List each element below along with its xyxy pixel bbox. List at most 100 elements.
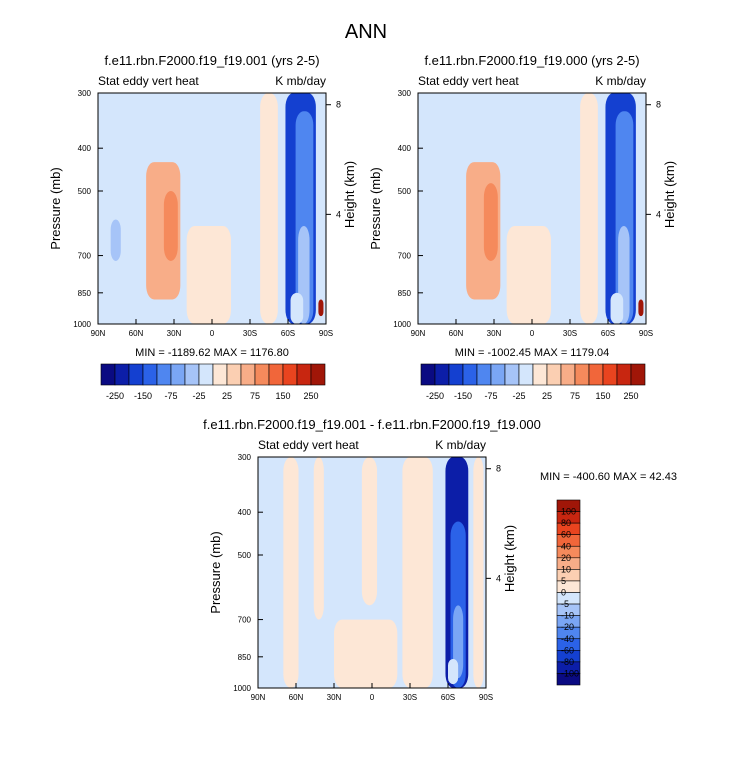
- y-axis-label: Pressure (mb): [208, 531, 223, 613]
- colorbar-swatch: [630, 363, 646, 386]
- colorbar-label: 250: [623, 391, 638, 401]
- y-tick-label: 700: [238, 616, 252, 625]
- colorbar-label: 150: [275, 391, 290, 401]
- field-contour-region: [163, 191, 178, 261]
- colorbar-swatch: [282, 363, 298, 386]
- panel-1: f.e11.rbn.F2000.f19_f19.001 (yrs 2-5) Sta…: [48, 53, 357, 401]
- colorbar-swatch: [184, 363, 200, 386]
- panel-2: f.e11.rbn.F2000.f19_f19.000 (yrs 2-5) Sta…: [368, 53, 677, 401]
- y-tick-label: 400: [238, 508, 252, 517]
- colorbar-swatch: [546, 363, 562, 386]
- field-contour-region: [260, 93, 278, 324]
- colorbar-label: -40: [561, 634, 574, 644]
- x-tick-label: 90S: [479, 693, 493, 702]
- y-tick-label: 500: [398, 187, 412, 196]
- y-tick-label: 1000: [233, 684, 251, 693]
- x-tick-label: 30N: [327, 693, 342, 702]
- colorbar-swatch: [128, 363, 144, 386]
- field-contour-region: [283, 457, 299, 688]
- panel-title: f.e11.rbn.F2000.f19_f19.000 (yrs 2-5): [424, 53, 639, 68]
- colorbar-swatch: [462, 363, 478, 386]
- x-tick-label: 30S: [403, 693, 417, 702]
- y-tick-label: 300: [78, 89, 92, 98]
- colorbar-swatch: [114, 363, 130, 386]
- colorbar-label: 10: [561, 564, 571, 574]
- colorbar-label: 150: [595, 391, 610, 401]
- field-contour-region: [473, 457, 484, 688]
- y-tick-label: 400: [398, 144, 412, 153]
- y-tick-label: 500: [78, 187, 92, 196]
- x-tick-label: 0: [210, 329, 215, 338]
- colorbar-label: -5: [561, 599, 569, 609]
- variable-label: Stat eddy vert heat: [258, 438, 359, 452]
- x-tick-label: 90N: [411, 329, 426, 338]
- colorbar-swatch: [100, 363, 116, 386]
- height-tick-label: 4: [656, 209, 661, 219]
- x-tick-label: 60N: [129, 329, 144, 338]
- field-features: [110, 93, 324, 324]
- colorbar-label: -25: [512, 391, 525, 401]
- x-tick-label: 30S: [563, 329, 577, 338]
- field-contour-region: [448, 659, 459, 685]
- y-tick-label: 1000: [393, 320, 411, 329]
- right-axis-label: Height (km): [502, 525, 517, 592]
- colorbar-label: -10: [561, 611, 574, 621]
- height-tick-label: 4: [336, 209, 341, 219]
- field-contour-region: [110, 219, 121, 261]
- colorbar-swatch: [448, 363, 464, 386]
- colorbar-swatch: [574, 363, 590, 386]
- field-contour-region: [186, 225, 231, 324]
- colorbar-swatch: [156, 363, 172, 386]
- colorbar-swatch: [602, 363, 618, 386]
- x-tick-label: 60N: [289, 693, 304, 702]
- colorbar-label: 75: [570, 391, 580, 401]
- y-tick-label: 850: [238, 653, 252, 662]
- y-axis-label: Pressure (mb): [368, 167, 383, 249]
- colorbar-swatch: [476, 363, 492, 386]
- colorbar-swatch: [420, 363, 436, 386]
- colorbar: -250 -150 -75 -25 25 75 150 250: [100, 363, 326, 401]
- colorbar-label: -100: [561, 668, 579, 678]
- y-tick-label: 300: [238, 453, 252, 462]
- field-contour-region: [290, 292, 304, 324]
- field-contour-region: [402, 457, 433, 688]
- colorbar-swatch: [268, 363, 284, 386]
- min-max-stats: MIN = -400.60 MAX = 42.43: [540, 471, 677, 483]
- colorbar-label: 5: [561, 576, 566, 586]
- colorbar-swatch: [212, 363, 228, 386]
- colorbar-label: -20: [561, 622, 574, 632]
- colorbar-label: -75: [484, 391, 497, 401]
- field-contour-region: [580, 93, 598, 324]
- colorbar-swatch: [240, 363, 256, 386]
- y-tick-label: 400: [78, 144, 92, 153]
- field-contour-region: [313, 457, 324, 620]
- min-max-stats: MIN = -1189.62 MAX = 1176.80: [135, 347, 289, 359]
- x-tick-label: 60S: [281, 329, 295, 338]
- colorbar-swatch: [588, 363, 604, 386]
- x-tick-label: 0: [530, 329, 535, 338]
- y-tick-label: 700: [78, 252, 92, 261]
- colorbar-label: 25: [222, 391, 232, 401]
- colorbar-swatch: [198, 363, 214, 386]
- x-tick-label: 90S: [319, 329, 333, 338]
- x-tick-label: 90N: [251, 693, 266, 702]
- field-features: [283, 457, 484, 688]
- colorbar-swatch: [532, 363, 548, 386]
- colorbar-label: 25: [542, 391, 552, 401]
- colorbar-label: -75: [164, 391, 177, 401]
- x-tick-label: 30N: [487, 329, 502, 338]
- x-tick-label: 0: [370, 693, 375, 702]
- colorbar-label: 60: [561, 530, 571, 540]
- colorbar-label: -150: [134, 391, 152, 401]
- height-tick-label: 8: [656, 100, 661, 110]
- x-tick-label: 90N: [91, 329, 106, 338]
- colorbar-label: -250: [106, 391, 124, 401]
- panel-diff: f.e11.rbn.F2000.f19_f19.001 - f.e11.rbn.…: [203, 417, 677, 702]
- field-contour-region: [318, 299, 324, 317]
- x-tick-label: 30S: [243, 329, 257, 338]
- x-tick-label: 30N: [167, 329, 182, 338]
- colorbar-swatch: [296, 363, 312, 386]
- colorbar-label: 100: [561, 507, 576, 517]
- page-title: ANN: [345, 21, 387, 43]
